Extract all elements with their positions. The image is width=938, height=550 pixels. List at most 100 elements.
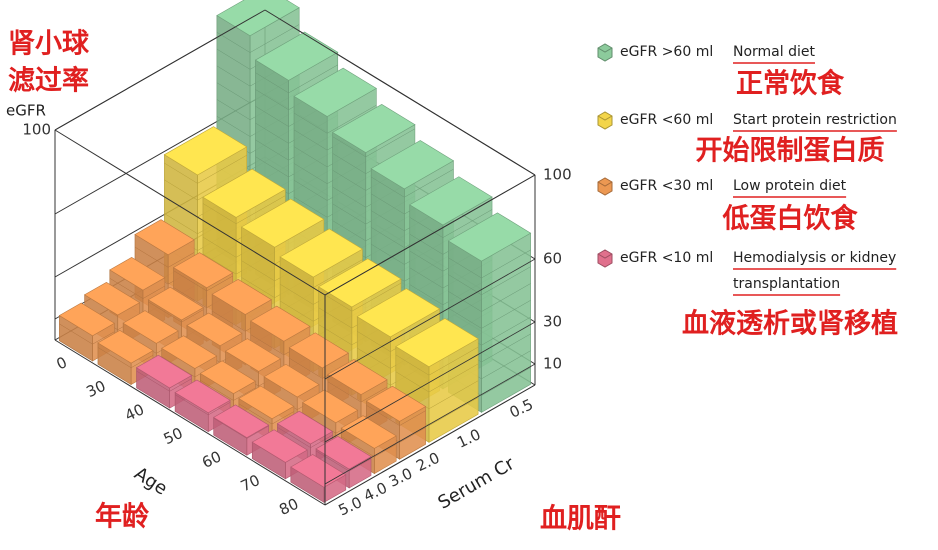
edge [264,9,536,176]
brick-line [109,278,165,299]
age-tick-label: 80 [276,495,301,519]
legend-threshold: eGFR <30 ml [620,178,713,194]
block-top [122,310,179,344]
cr-axis-label: Serum Cr [435,453,519,514]
block-chart: 10010060301003040506070800.51.02.03.04.0… [22,0,572,520]
brick-line [134,246,195,268]
block-top [163,126,248,176]
age-tick-label: 0 [54,353,70,373]
legend-diet-cn: 开始限制蛋白质 [696,135,885,167]
block-top [97,330,154,364]
block-top [370,140,455,190]
brick-line [255,64,338,94]
age-tick-label: 40 [122,400,147,424]
block-top [251,429,308,463]
block-top [199,360,256,394]
block-top [409,176,493,226]
legend-diet: Low protein diet [733,178,847,194]
brick-line [216,24,300,53]
legend-diet-cn: 血液透析或肾移植 [682,308,898,340]
block-top [327,359,388,396]
brick-line [327,381,388,403]
legend-threshold: eGFR <10 ml [620,250,713,266]
cr-tick-label: 0.5 [507,395,536,421]
cr-tick-label: 5.0 [336,493,365,519]
brick-line [395,346,479,376]
y-tick-label: 100 [543,166,572,184]
brick-line [315,450,372,472]
block-top [147,286,204,321]
brick-line [332,128,416,158]
level-line [324,384,536,506]
cr-label-cn: 血肌酐 [540,504,621,535]
age-axis-label: Age [130,463,171,500]
y-tick-label: 30 [543,313,562,331]
edge [54,9,266,131]
brick-line [202,195,286,225]
block-top [109,257,166,291]
level-line [324,174,536,296]
block-top [447,212,532,262]
cr-tick-label: 3.0 [386,464,415,490]
block-top [186,312,243,347]
age-tick-label: 30 [84,377,109,401]
block-top [134,219,195,256]
block-top [340,415,397,449]
block-top [395,318,479,368]
block-top [172,252,234,289]
brick-line [371,168,454,198]
age-tick-label: 60 [199,447,224,471]
level-line [324,321,536,443]
y-tick-label: 100 [22,121,51,139]
brick-line [148,301,204,323]
block-top [290,454,347,488]
y-tick-label: 60 [543,250,562,268]
brick-line [341,436,397,458]
legend-icon-edge [597,181,613,187]
edge [54,339,326,506]
legend-diet-cn: 低蛋白饮食 [722,203,859,235]
block-top [318,258,402,308]
age-tick-label: 70 [238,471,263,495]
edge [54,129,326,296]
block-top [250,305,311,342]
brick-line [409,209,493,238]
legend-diet: Normal diet [733,44,815,60]
block-top [174,379,231,414]
block-top [315,435,372,470]
block-top [216,0,300,37]
brick-line [174,394,231,416]
legend-threshold: eGFR >60 ml [620,44,713,60]
legend-icon-edge [597,115,613,121]
legend-diet: Hemodialysis or kidney [733,250,896,266]
block-top [356,288,441,338]
block-top [293,67,377,117]
block-top [279,228,363,278]
brick-line [395,363,479,393]
block-top [135,354,193,389]
legend-threshold: eGFR <60 ml [620,112,713,128]
brick-line [448,300,531,329]
brick-line [97,347,154,369]
brick-line [448,266,531,296]
legend: eGFR >60 ml Normal diet 正常饮食 eGFR <60 ml Sta… [597,43,898,340]
block-top [332,103,416,154]
block-face [481,232,531,413]
brick-line [238,403,295,425]
level-line [324,258,536,380]
level-line [324,363,536,485]
brick-line [448,283,531,312]
legend-icon-edge [597,47,613,53]
block-top [365,385,427,422]
legend-diet-cn: 正常饮食 [736,68,845,100]
age-label-cn: 年龄 [95,501,150,533]
brick-line [293,105,377,134]
legend-diet: Start protein restriction [733,112,897,128]
block-top [288,332,350,369]
age-tick-label: 50 [161,424,186,448]
y-tick-label: 10 [543,355,562,373]
brick-line [164,155,247,184]
legend-icon-edge [597,253,613,259]
block-top [202,168,286,218]
